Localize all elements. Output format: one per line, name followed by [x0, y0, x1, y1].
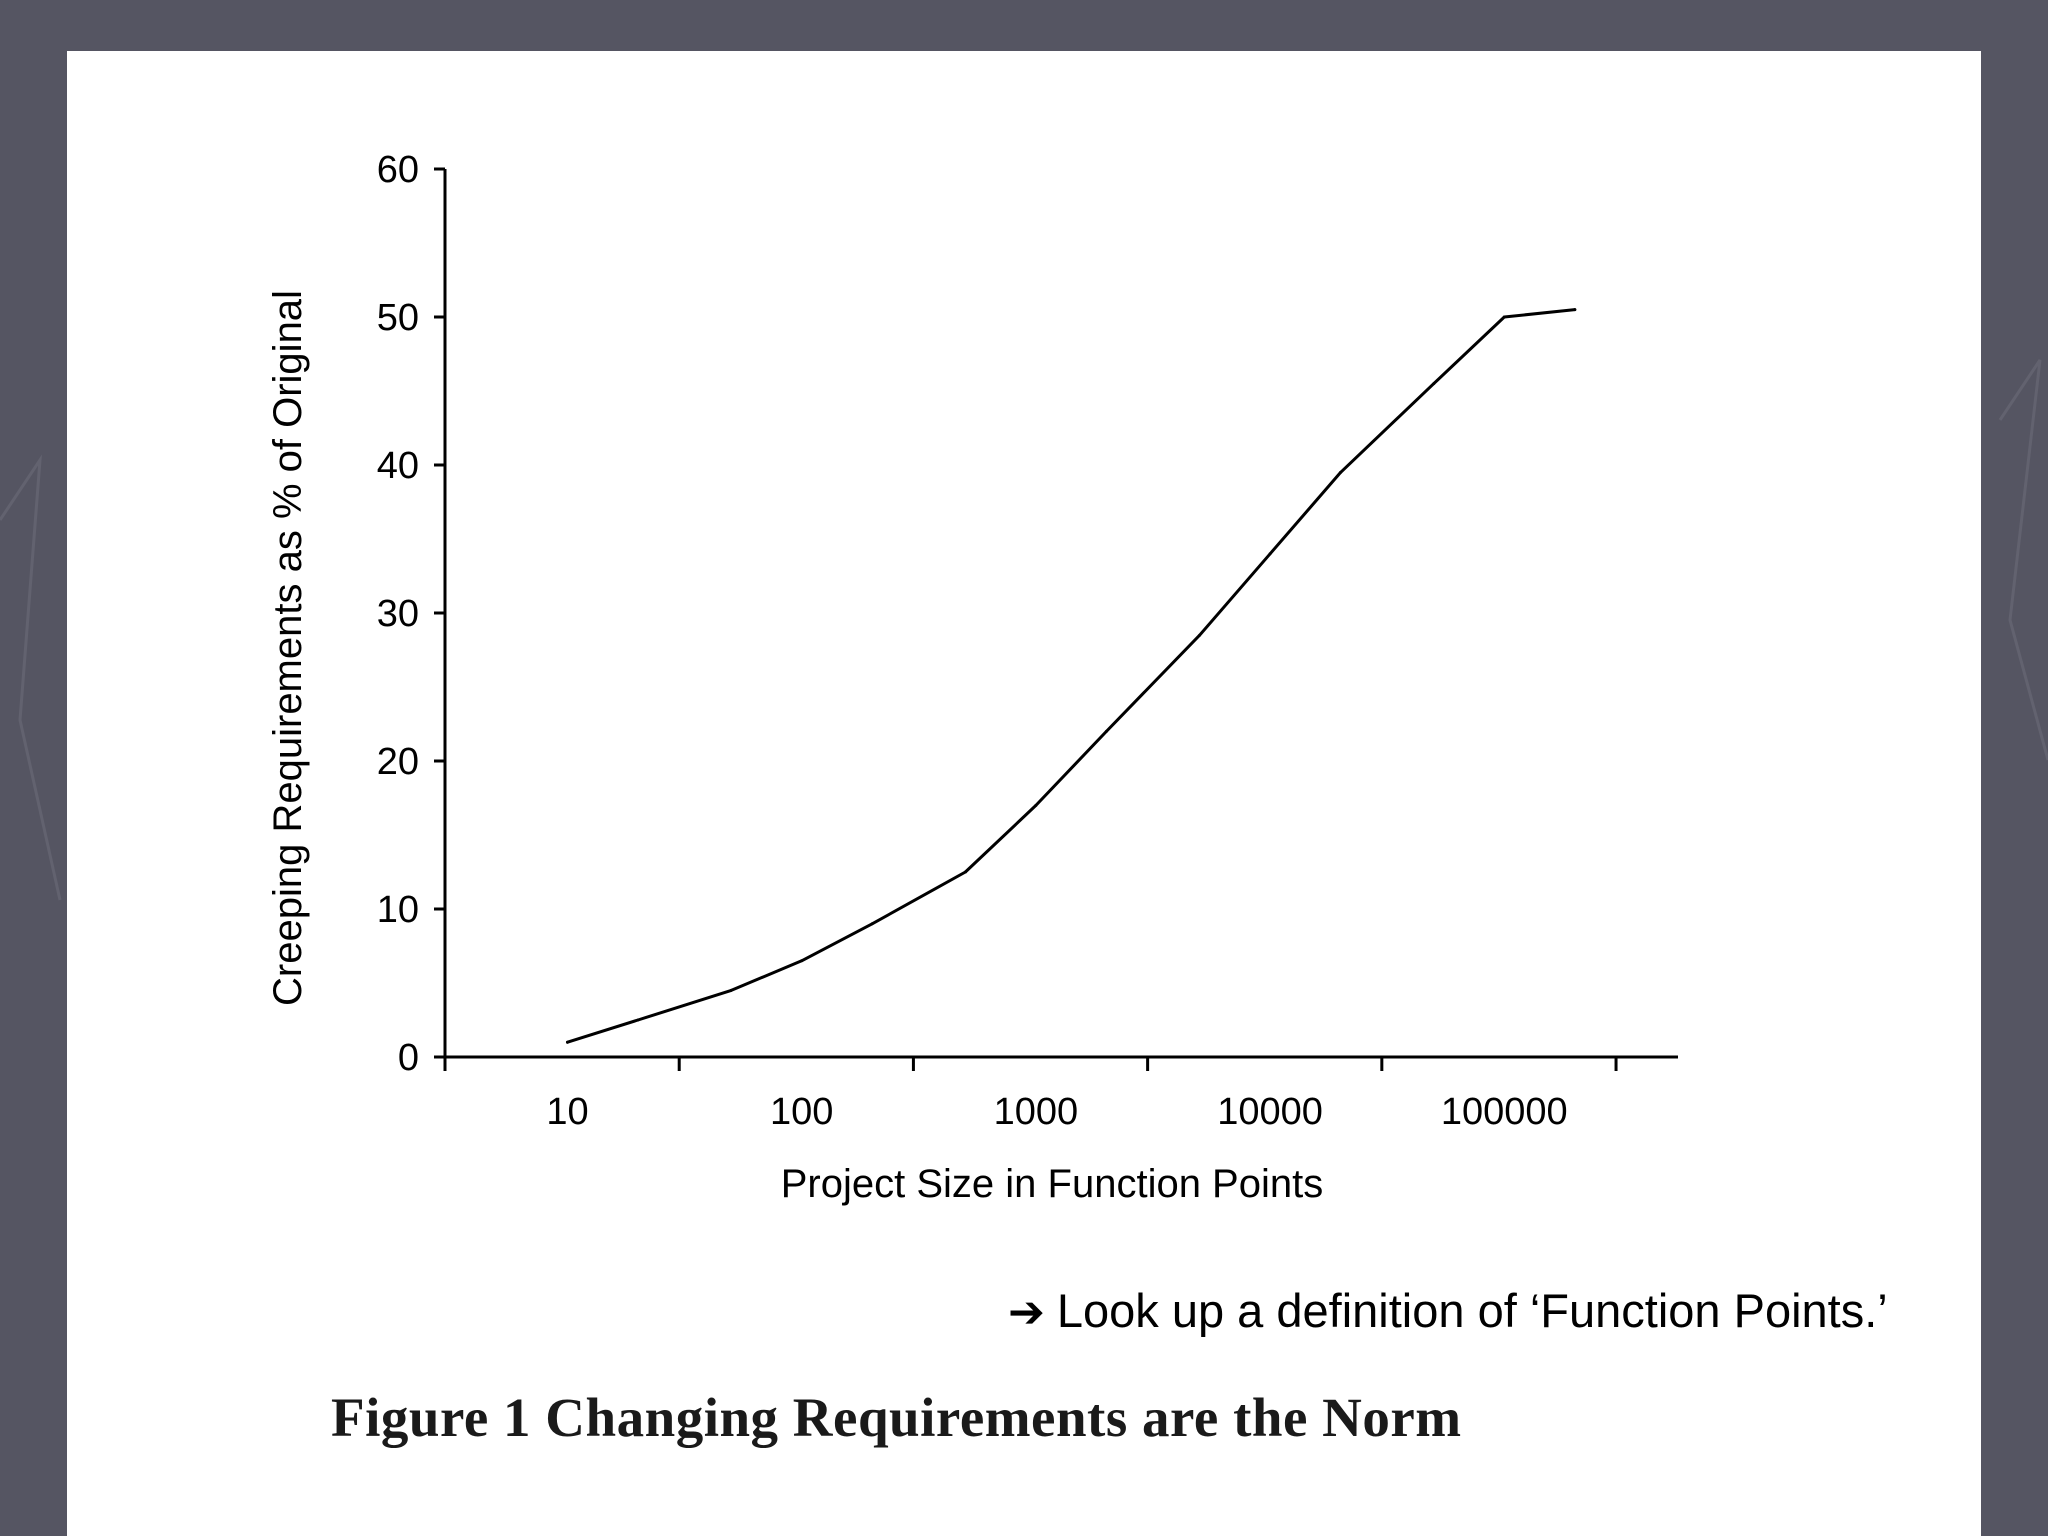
- x-tick-label: 10: [546, 1091, 588, 1133]
- y-tick-label: 20: [377, 741, 419, 783]
- y-tick-label: 30: [377, 593, 419, 635]
- data-point: [963, 870, 967, 874]
- y-tick-label: 50: [377, 297, 419, 339]
- slide-panel: 0 10 20 30 40 50 60 10 100 1000 10000 100000 Proje…: [67, 51, 1981, 1536]
- chart-series: [565, 308, 1577, 1044]
- chart-axes: [443, 169, 1678, 1059]
- data-point: [1198, 633, 1202, 637]
- y-tick-label: 10: [377, 889, 419, 931]
- right-arrow-icon: ➔: [1008, 1287, 1045, 1338]
- y-tick-label: 0: [398, 1037, 419, 1079]
- x-axis-title: Project Size in Function Points: [781, 1162, 1323, 1206]
- series-line: [566, 308, 1577, 1044]
- data-point: [1034, 803, 1038, 807]
- data-point: [1104, 729, 1108, 733]
- x-tick-label: 100000: [1441, 1091, 1568, 1133]
- data-point: [729, 988, 733, 992]
- data-point: [1502, 315, 1506, 319]
- x-tick-label: 10000: [1217, 1091, 1323, 1133]
- lookup-note-text: Look up a definition of ‘Function Points…: [1056, 1284, 1888, 1337]
- data-point: [870, 922, 874, 926]
- y-axis-title: Creeping Requirements as % of Original: [266, 290, 310, 1006]
- x-tick-label: 100: [770, 1091, 833, 1133]
- x-axis-ticks: 10 100 1000 10000 100000: [443, 1057, 1618, 1133]
- x-tick-label: 1000: [994, 1091, 1079, 1133]
- y-tick-label: 60: [377, 149, 419, 191]
- y-axis-ticks: 0 10 20 30 40 50 60: [377, 149, 445, 1079]
- line-chart: 0 10 20 30 40 50 60 10 100 1000 10000 100000 Proje…: [266, 149, 1678, 1206]
- data-point: [565, 1040, 569, 1044]
- data-point: [1339, 470, 1343, 474]
- data-point: [1268, 552, 1272, 556]
- data-point: [800, 959, 804, 963]
- data-point: [1573, 308, 1577, 312]
- data-point: [636, 1018, 640, 1022]
- lookup-note: ➔ Look up a definition of ‘Function Point…: [1008, 1283, 1888, 1338]
- data-point: [1432, 382, 1436, 386]
- y-tick-label: 40: [377, 445, 419, 487]
- figure-caption: Figure 1 Changing Requirements are the N…: [331, 1387, 1462, 1448]
